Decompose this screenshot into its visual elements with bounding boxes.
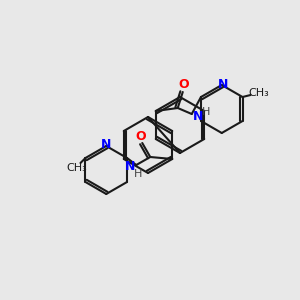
Text: H: H [134, 169, 142, 179]
Text: O: O [178, 77, 189, 91]
Text: O: O [135, 130, 146, 142]
Text: N: N [218, 77, 228, 91]
Text: H: H [202, 107, 210, 117]
Text: N: N [101, 139, 111, 152]
Text: CH₃: CH₃ [248, 88, 269, 98]
Text: N: N [193, 110, 203, 122]
Text: N: N [125, 160, 135, 173]
Text: CH₃: CH₃ [66, 163, 87, 173]
